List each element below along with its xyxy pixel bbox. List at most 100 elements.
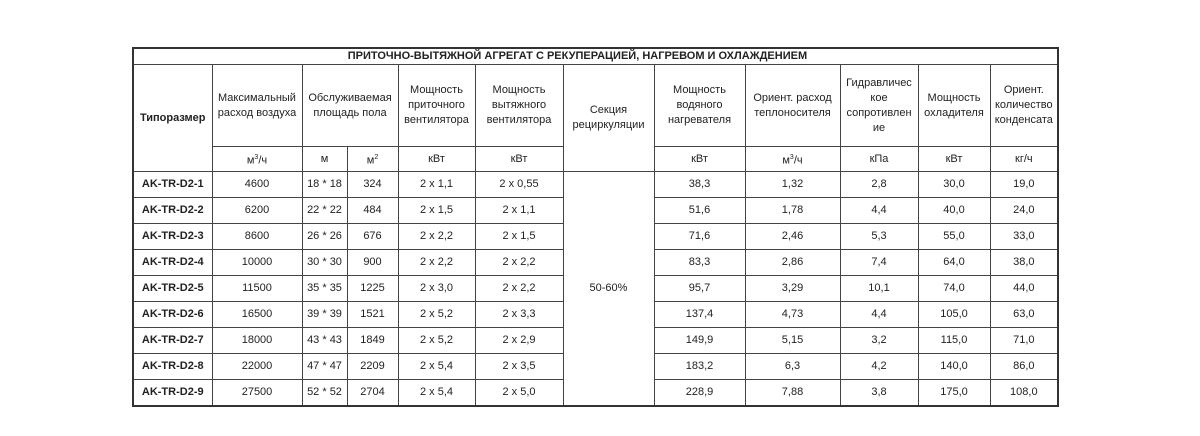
unit-hydraulic: кПа <box>839 146 919 172</box>
cell-exhaust-fan: 2 x 3,3 <box>474 301 564 328</box>
table-row: AK-TR-D2-6 16500 39 * 39 1521 2 x 5,2 2 x 3,3… <box>132 301 1059 328</box>
cell-condensate: 71,0 <box>989 327 1059 354</box>
cell-exhaust-fan: 2 x 2,2 <box>474 249 564 276</box>
cell-model: AK-TR-D2-2 <box>132 197 213 224</box>
unit-area-sq: м2 <box>346 146 399 172</box>
cell-area-side: 47 * 47 <box>301 353 348 380</box>
table-title: ПРИТОЧНО-ВЫТЯЖНОЙ АГРЕГАТ С РЕКУПЕРАЦИЕЙ… <box>132 47 1059 65</box>
cell-model: AK-TR-D2-8 <box>132 353 213 380</box>
cell-cooler: 140,0 <box>917 353 991 380</box>
header-heater: Мощность водяного нагревателя <box>653 64 746 147</box>
cell-heater: 71,6 <box>653 223 746 250</box>
cell-hydraulic: 4,4 <box>839 197 919 224</box>
cell-exhaust-fan: 2 x 3,5 <box>474 353 564 380</box>
table-row: AK-TR-D2-4 10000 30 * 30 900 2 x 2,2 2 x 2,2 8… <box>132 249 1059 276</box>
cell-exhaust-fan: 2 x 1,1 <box>474 197 564 224</box>
cell-area-sq: 900 <box>346 249 399 276</box>
header-supply-fan: Мощность приточного вентилятора <box>397 64 476 147</box>
cell-model: AK-TR-D2-3 <box>132 223 213 250</box>
cell-supply-fan: 2 x 3,0 <box>397 275 476 302</box>
cell-hydraulic: 2,8 <box>839 171 919 198</box>
cell-cooler: 115,0 <box>917 327 991 354</box>
specs-table: ПРИТОЧНО-ВЫТЯЖНОЙ АГРЕГАТ С РЕКУПЕРАЦИЕЙ… <box>132 47 1060 407</box>
cell-coolant-flow: 6,3 <box>744 353 841 380</box>
cell-heater: 38,3 <box>653 171 746 198</box>
header-cooler: Мощность охладителя <box>917 64 991 147</box>
cell-airflow: 4600 <box>211 171 303 198</box>
cell-area-sq: 324 <box>346 171 399 198</box>
cell-area-sq: 1849 <box>346 327 399 354</box>
cell-area-sq: 2704 <box>346 379 399 407</box>
unit-supply-fan: кВт <box>397 146 476 172</box>
cell-supply-fan: 2 x 5,4 <box>397 353 476 380</box>
header-airflow: Максимальный расход воздуха <box>211 64 303 147</box>
cell-area-sq: 2209 <box>346 353 399 380</box>
cell-model: AK-TR-D2-7 <box>132 327 213 354</box>
cell-area-sq: 1521 <box>346 301 399 328</box>
cell-cooler: 64,0 <box>917 249 991 276</box>
cell-area-side: 22 * 22 <box>301 197 348 224</box>
cell-area-sq: 484 <box>346 197 399 224</box>
cell-heater: 83,3 <box>653 249 746 276</box>
cell-airflow: 22000 <box>211 353 303 380</box>
cell-hydraulic: 3,2 <box>839 327 919 354</box>
unit-condensate: кг/ч <box>989 146 1059 172</box>
cell-coolant-flow: 2,46 <box>744 223 841 250</box>
cell-coolant-flow: 1,78 <box>744 197 841 224</box>
cell-exhaust-fan: 2 x 5,0 <box>474 379 564 407</box>
cell-supply-fan: 2 x 5,2 <box>397 327 476 354</box>
cell-airflow: 6200 <box>211 197 303 224</box>
unit-coolant: м3/ч <box>744 146 841 172</box>
table-row: AK-TR-D2-9 27500 52 * 52 2704 2 x 5,4 2 x 5,0… <box>132 379 1059 407</box>
cell-heater: 183,2 <box>653 353 746 380</box>
unit-exhaust-fan: кВт <box>474 146 564 172</box>
cell-model: AK-TR-D2-9 <box>132 379 213 407</box>
cell-airflow: 10000 <box>211 249 303 276</box>
cell-condensate: 19,0 <box>989 171 1059 198</box>
cell-cooler: 55,0 <box>917 223 991 250</box>
cell-airflow: 11500 <box>211 275 303 302</box>
cell-airflow: 16500 <box>211 301 303 328</box>
cell-cooler: 74,0 <box>917 275 991 302</box>
table-row: AK-TR-D2-7 18000 43 * 43 1849 2 x 5,2 2 x 2,9… <box>132 327 1059 354</box>
cell-area-side: 35 * 35 <box>301 275 348 302</box>
cell-hydraulic: 5,3 <box>839 223 919 250</box>
cell-cooler: 105,0 <box>917 301 991 328</box>
cell-model: AK-TR-D2-4 <box>132 249 213 276</box>
cell-heater: 228,9 <box>653 379 746 407</box>
cell-area-side: 30 * 30 <box>301 249 348 276</box>
cell-airflow: 27500 <box>211 379 303 407</box>
cell-condensate: 86,0 <box>989 353 1059 380</box>
cell-exhaust-fan: 2 x 0,55 <box>474 171 564 198</box>
header-hydraulic: Гидравличес кое сопротивлен ие <box>839 64 919 147</box>
cell-area-sq: 1225 <box>346 275 399 302</box>
cell-heater: 95,7 <box>653 275 746 302</box>
header-recirc: Секция рециркуляции <box>562 64 655 172</box>
header-coolant-flow: Ориент. расход теплоносителя <box>744 64 841 147</box>
cell-coolant-flow: 7,88 <box>744 379 841 407</box>
unit-heater: кВт <box>653 146 746 172</box>
cell-heater: 149,9 <box>653 327 746 354</box>
cell-hydraulic: 4,4 <box>839 301 919 328</box>
cell-condensate: 24,0 <box>989 197 1059 224</box>
cell-supply-fan: 2 x 1,5 <box>397 197 476 224</box>
cell-airflow: 18000 <box>211 327 303 354</box>
cell-model: AK-TR-D2-5 <box>132 275 213 302</box>
unit-airflow: м3/ч <box>211 146 303 172</box>
cell-area-side: 52 * 52 <box>301 379 348 407</box>
cell-exhaust-fan: 2 x 2,9 <box>474 327 564 354</box>
cell-recirc: 50-60% <box>562 171 655 407</box>
cell-area-side: 39 * 39 <box>301 301 348 328</box>
cell-condensate: 63,0 <box>989 301 1059 328</box>
cell-hydraulic: 3,8 <box>839 379 919 407</box>
table-row: AK-TR-D2-2 6200 22 * 22 484 2 x 1,5 2 x 1,1 51… <box>132 197 1059 224</box>
cell-supply-fan: 2 x 2,2 <box>397 249 476 276</box>
cell-hydraulic: 10,1 <box>839 275 919 302</box>
cell-area-sq: 676 <box>346 223 399 250</box>
table-row: AK-TR-D2-1 4600 18 * 18 324 2 x 1,1 2 x 0,55 5… <box>132 171 1059 407</box>
cell-cooler: 175,0 <box>917 379 991 407</box>
cell-supply-fan: 2 x 1,1 <box>397 171 476 198</box>
cell-model: AK-TR-D2-1 <box>132 171 213 198</box>
cell-exhaust-fan: 2 x 1,5 <box>474 223 564 250</box>
cell-coolant-flow: 1,32 <box>744 171 841 198</box>
